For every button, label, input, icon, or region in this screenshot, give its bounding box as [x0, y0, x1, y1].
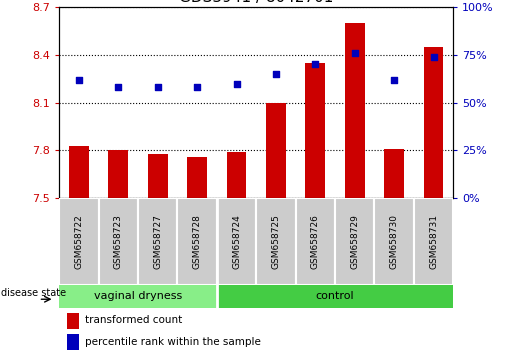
Text: GSM658729: GSM658729: [350, 214, 359, 269]
Text: vaginal dryness: vaginal dryness: [94, 291, 182, 302]
Bar: [374, 198, 414, 285]
Bar: [266, 103, 286, 198]
Point: [232, 81, 241, 86]
Bar: [148, 154, 167, 198]
Text: transformed count: transformed count: [85, 315, 182, 325]
Text: control: control: [316, 291, 354, 302]
Text: disease state: disease state: [1, 288, 66, 298]
Bar: [296, 198, 335, 285]
Bar: [217, 198, 256, 285]
Point: [272, 71, 280, 77]
Bar: [67, 334, 79, 350]
Text: GSM658730: GSM658730: [390, 214, 399, 269]
Bar: [384, 149, 404, 198]
Bar: [217, 285, 453, 308]
Bar: [424, 47, 443, 198]
Bar: [335, 198, 374, 285]
Bar: [414, 198, 453, 285]
Point: [75, 77, 83, 82]
Point: [114, 85, 123, 90]
Text: GSM658728: GSM658728: [193, 214, 201, 269]
Text: GSM658722: GSM658722: [75, 214, 83, 269]
Point: [153, 85, 162, 90]
Bar: [227, 152, 246, 198]
Text: GSM658723: GSM658723: [114, 214, 123, 269]
Title: GDS3941 / 8042701: GDS3941 / 8042701: [179, 0, 333, 5]
Point: [311, 62, 319, 67]
Bar: [109, 150, 128, 198]
Bar: [67, 313, 79, 329]
Bar: [345, 23, 365, 198]
Text: GSM658726: GSM658726: [311, 214, 320, 269]
Bar: [59, 285, 217, 308]
Bar: [187, 157, 207, 198]
Point: [390, 77, 398, 82]
Text: GSM658727: GSM658727: [153, 214, 162, 269]
Text: GSM658724: GSM658724: [232, 214, 241, 269]
Bar: [69, 145, 89, 198]
Bar: [59, 198, 99, 285]
Point: [193, 85, 201, 90]
Bar: [177, 198, 217, 285]
Bar: [256, 198, 296, 285]
Point: [351, 50, 359, 56]
Text: GSM658731: GSM658731: [429, 214, 438, 269]
Bar: [305, 63, 325, 198]
Bar: [99, 198, 138, 285]
Text: percentile rank within the sample: percentile rank within the sample: [85, 337, 261, 347]
Text: GSM658725: GSM658725: [271, 214, 280, 269]
Point: [430, 54, 438, 59]
Bar: [138, 198, 177, 285]
